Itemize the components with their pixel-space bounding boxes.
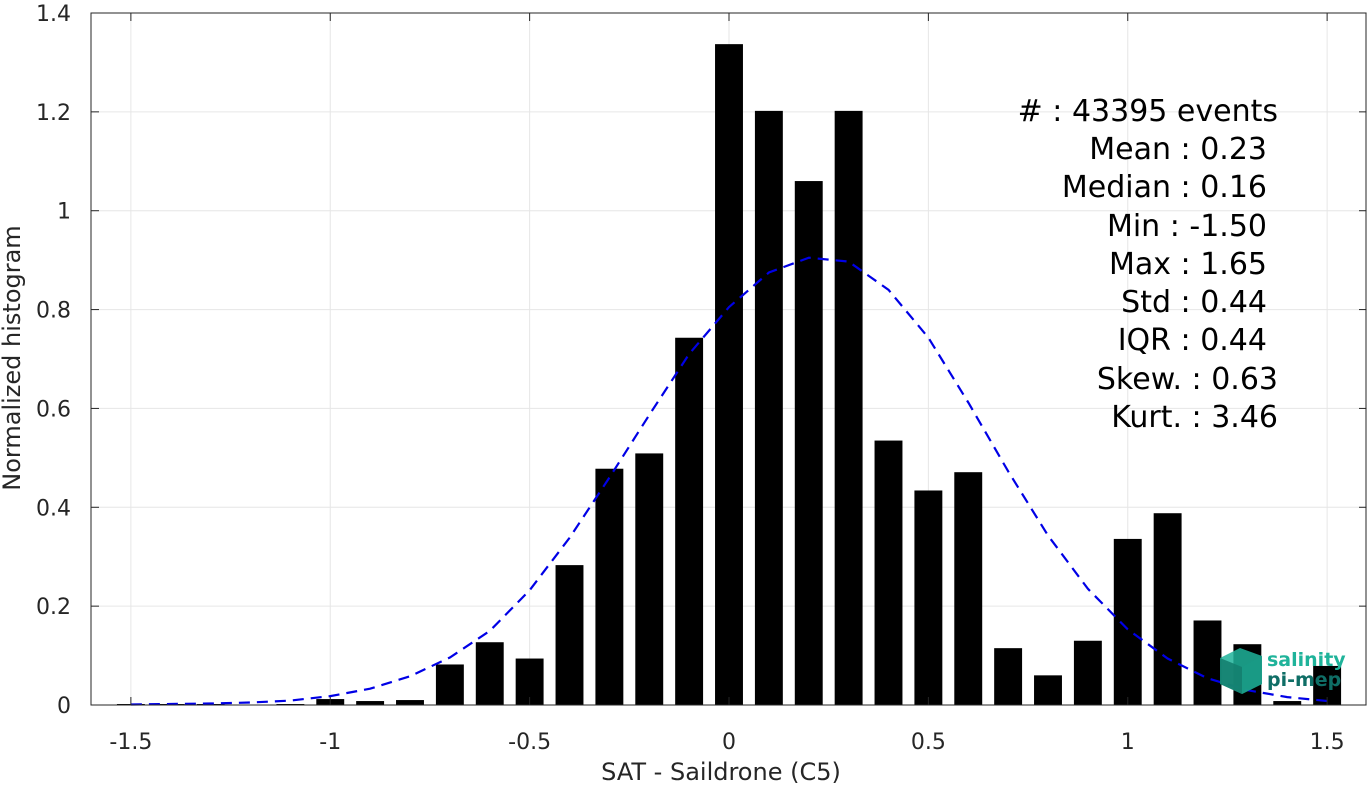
y-tick-label: 1.2: [36, 101, 71, 126]
stat-std: Std : 0.44: [1121, 285, 1267, 320]
stat-iqr: IQR : 0.44: [1118, 323, 1267, 358]
stat-median: Median : 0.16: [1062, 170, 1267, 205]
x-tick-label: 0: [722, 730, 736, 755]
x-tick-label: -0.5: [508, 730, 551, 755]
histogram-bar: [914, 490, 943, 705]
histogram-bar: [715, 44, 743, 705]
logo-line2: pi-mep: [1267, 669, 1341, 691]
y-tick-label: 0.4: [36, 496, 71, 521]
plot-frame: [90, 12, 1367, 706]
y-tick-label: 0.2: [36, 595, 71, 620]
histogram-bar: [356, 701, 385, 705]
histogram-bar: [874, 440, 903, 705]
histogram-bar: [555, 565, 584, 705]
y-axis-label: Normalized histogram: [0, 225, 26, 490]
logo-cube-icon: [1220, 648, 1262, 694]
stat-kurt: Kurt. : 3.46: [1111, 400, 1278, 435]
fit-curve-group: [130, 256, 1328, 706]
x-axis-label: SAT - Saildrone (C5): [601, 758, 841, 785]
salinity-pimep-logo: salinity pi-mep: [1220, 648, 1346, 694]
stat-max: Max : 1.65: [1109, 247, 1267, 282]
x-tick-label: -1: [319, 730, 341, 755]
logo-line1: salinity: [1267, 649, 1346, 671]
x-tick-label: 1.5: [1310, 730, 1345, 755]
x-tick-labels: -1.5 -1 -0.5 0 0.5 1 1.5: [109, 730, 1344, 755]
histogram-bar: [635, 453, 664, 705]
histogram-bar: [1153, 513, 1182, 705]
histogram-bar: [834, 110, 863, 705]
x-tick-label: -1.5: [109, 730, 152, 755]
stats-box: # : 43395 events Mean : 0.23 Median : 0.…: [1018, 94, 1278, 435]
y-tick-label: 0: [57, 694, 71, 719]
axes-frame: [90, 12, 1367, 706]
y-tick-label: 0.8: [36, 299, 71, 324]
stat-mean: Mean : 0.23: [1089, 132, 1267, 167]
histogram-bar: [675, 337, 704, 705]
y-tick-label: 0.6: [36, 397, 71, 422]
histogram-bar: [1113, 538, 1142, 705]
histogram-bar: [435, 664, 464, 705]
histogram-bar: [1273, 701, 1302, 705]
stat-skew: Skew. : 0.63: [1097, 362, 1278, 397]
histogram-bar: [754, 110, 783, 705]
y-tick-label: 1: [57, 200, 71, 225]
fit-curve: [130, 256, 1328, 706]
histogram-bar: [1034, 675, 1062, 705]
y-tick-labels: 0 0.2 0.4 0.6 0.8 1 1.2 1.4: [36, 2, 71, 719]
histogram-bars: [116, 44, 1342, 706]
histogram-bar: [954, 472, 983, 705]
x-tick-label: 0.5: [911, 730, 946, 755]
stat-min: Min : -1.50: [1107, 209, 1267, 244]
histogram-bar: [994, 648, 1023, 705]
stat-count: # : 43395 events: [1018, 94, 1278, 129]
histogram-bar: [475, 642, 504, 705]
histogram-bar: [396, 700, 424, 705]
histogram-bar: [595, 468, 624, 705]
histogram-bar: [1073, 640, 1102, 705]
histogram-bar: [794, 181, 823, 706]
histogram-bar: [1193, 620, 1222, 705]
y-tick-label: 1.4: [36, 2, 71, 27]
x-tick-label: 1: [1121, 730, 1135, 755]
